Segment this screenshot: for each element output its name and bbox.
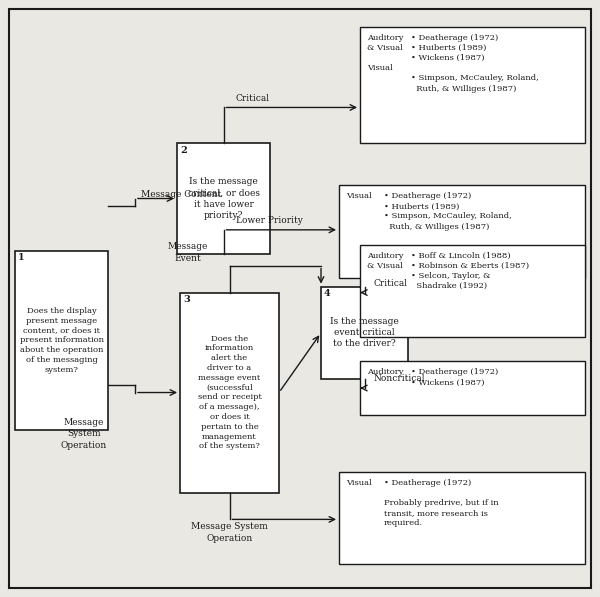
Text: Does the
information
alert the
driver to a
message event
(successful
send or rec: Does the information alert the driver to…	[197, 335, 262, 450]
Text: Critical: Critical	[235, 94, 269, 103]
Text: • Deatherage (1972)

Probably predrive, but if in
transit, more research is
requ: • Deatherage (1972) Probably predrive, b…	[384, 479, 499, 527]
Text: 4: 4	[324, 289, 331, 298]
Text: Message
System
Operation: Message System Operation	[61, 418, 107, 450]
Bar	[339, 185, 585, 278]
Text: • Boff & Lincoln (1988)
• Robinson & Eberts (1987)
• Selcon, Taylor, &
  Shadrak: • Boff & Lincoln (1988) • Robinson & Ebe…	[411, 252, 529, 290]
Text: 3: 3	[183, 295, 190, 304]
Text: 2: 2	[180, 146, 187, 155]
Bar	[360, 27, 585, 143]
Text: • Deatherage (1972)
• Wickens (1987): • Deatherage (1972) • Wickens (1987)	[411, 368, 498, 386]
Text: Critical: Critical	[374, 279, 407, 288]
Text: Message
Event: Message Event	[167, 242, 208, 263]
Text: Message System
Operation: Message System Operation	[191, 522, 268, 543]
Bar	[360, 361, 585, 415]
Text: Does the display
present message
content, or does it
present information
about t: Does the display present message content…	[20, 307, 104, 374]
Text: Is the message
event critical
to the driver?: Is the message event critical to the dri…	[330, 317, 399, 349]
Text: Lower Priority: Lower Priority	[235, 216, 302, 225]
Text: Visual: Visual	[346, 479, 372, 487]
Text: Message Content: Message Content	[141, 190, 221, 199]
Text: • Deatherage (1972)
• Huiberts (1989)
• Simpson, McCauley, Roland,
  Ruth, & Wil: • Deatherage (1972) • Huiberts (1989) • …	[384, 192, 512, 230]
Bar	[339, 472, 585, 564]
Text: Auditory: Auditory	[367, 368, 404, 376]
Text: Auditory
& Visual

Visual: Auditory & Visual Visual	[367, 34, 404, 72]
Text: 1: 1	[18, 253, 25, 262]
Bar	[180, 293, 279, 493]
Bar	[15, 251, 108, 430]
Text: Noncritical: Noncritical	[374, 374, 425, 383]
Bar	[321, 287, 408, 379]
Text: • Deatherage (1972)
• Huiberts (1989)
• Wickens (1987)

• Simpson, McCauley, Rol: • Deatherage (1972) • Huiberts (1989) • …	[411, 34, 539, 93]
Text: Visual: Visual	[346, 192, 372, 200]
Text: Auditory
& Visual: Auditory & Visual	[367, 252, 404, 270]
Text: Is the message
critical, or does
it have lower
priority?: Is the message critical, or does it have…	[187, 177, 260, 220]
Bar	[177, 143, 270, 254]
Bar	[360, 245, 585, 337]
